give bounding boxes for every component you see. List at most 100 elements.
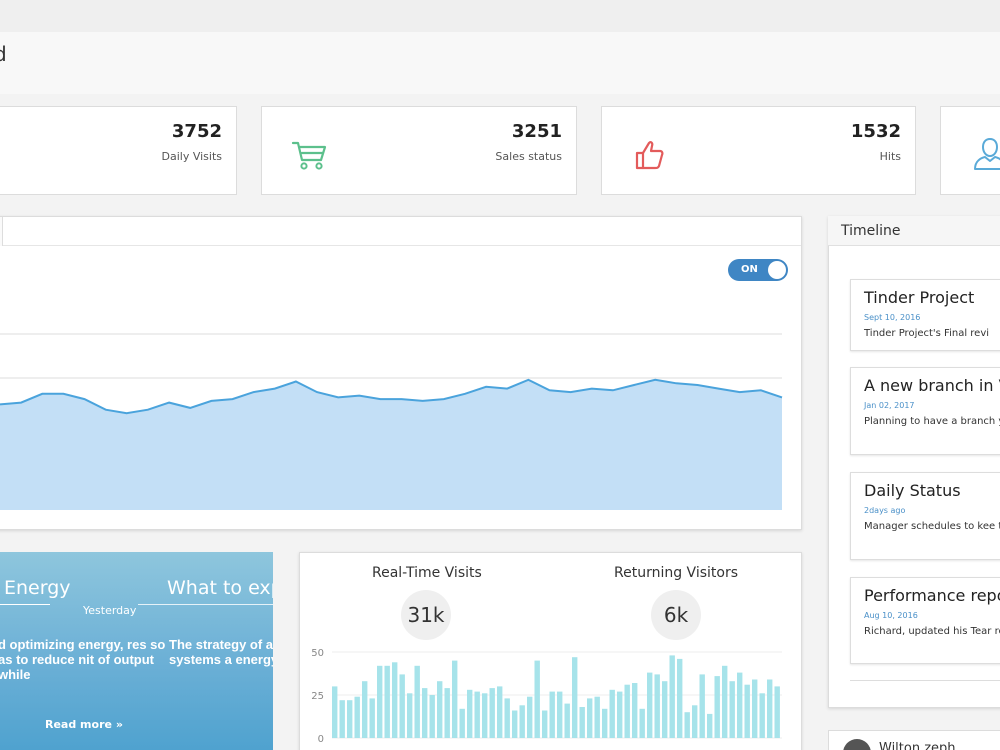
bar (639, 708, 645, 738)
slide-body: The strategy of a using systems a energy… (169, 637, 273, 667)
bar (669, 655, 675, 738)
timeline-card[interactable]: A new branch in V Jan 02, 2017 Planning … (850, 367, 1000, 455)
stat-card-hits[interactable]: 1532 Hits (601, 106, 916, 195)
bar (504, 698, 510, 738)
bar (752, 679, 758, 738)
timeline-card-title: Tinder Project (864, 288, 975, 307)
bar (557, 691, 563, 738)
bar (767, 679, 773, 738)
bar (489, 688, 495, 738)
timeline-card[interactable]: Daily Status 2days ago Manager schedules… (850, 472, 1000, 560)
bar (422, 688, 428, 738)
stat-card-sales[interactable]: 3251 Sales status (261, 106, 577, 195)
bar (714, 676, 720, 738)
timeline-card[interactable]: Performance repo Aug 10, 2016 Richard, u… (850, 577, 1000, 664)
bar (654, 674, 660, 738)
bar (459, 708, 465, 738)
bar (564, 703, 570, 738)
slide-divider (0, 604, 50, 605)
bar (729, 681, 735, 738)
page-title: d (0, 42, 7, 66)
top-strip (0, 0, 1000, 32)
bar (624, 684, 630, 738)
bar (354, 696, 360, 738)
visits-bar-chart: 0 25 50 (311, 648, 782, 745)
user-icon (974, 138, 1000, 170)
timeline-card-text: Tinder Project's Final revi (864, 328, 990, 339)
bar (437, 681, 443, 738)
slide-title: What to exp (167, 577, 273, 599)
timeline-card-date: Sept 10, 2016 (864, 313, 921, 322)
bar (692, 705, 698, 738)
bar (677, 658, 683, 738)
bar (632, 683, 638, 738)
y-tick-label: 25 (311, 691, 324, 702)
timeline-card-text: Planning to have a branch year. (864, 416, 1000, 427)
bar (609, 689, 615, 738)
avatar (843, 739, 871, 750)
chart-toggle[interactable]: ON (728, 259, 788, 281)
energy-carousel[interactable]: Energy Yesterday What to exp d optimizin… (0, 552, 273, 750)
bar (587, 698, 593, 738)
bar (362, 681, 368, 738)
bar (392, 662, 398, 738)
bar (474, 691, 480, 738)
bar (467, 689, 473, 738)
bar (332, 686, 338, 738)
timeline-card-text: Manager schedules to kee track. (864, 521, 1000, 532)
read-more-link[interactable]: Read more » (45, 718, 123, 731)
bar (347, 700, 353, 738)
stat-card-daily-visits[interactable]: 3752 Daily Visits (0, 106, 237, 195)
bar (572, 657, 578, 738)
bar (602, 708, 608, 738)
timeline-card-date: Aug 10, 2016 (864, 611, 918, 620)
bar (737, 672, 743, 738)
bar (662, 681, 668, 738)
bar (399, 674, 405, 738)
area-line (0, 378, 783, 415)
timeline-divider (850, 680, 1000, 681)
bar (579, 707, 585, 738)
bar (452, 660, 458, 738)
user-name: Wilton zeph (879, 741, 956, 750)
title-bar: d (0, 32, 1000, 94)
bar (647, 672, 653, 738)
bar (429, 695, 435, 738)
read-more-label: Read more (45, 718, 112, 731)
bar (542, 710, 548, 738)
bar (384, 665, 390, 738)
bar (774, 686, 780, 738)
returning-visitors-title: Returning Visitors (614, 565, 739, 581)
bar (519, 705, 525, 738)
cart-icon (291, 141, 327, 170)
toggle-label: ON (741, 264, 758, 275)
bar (699, 674, 705, 738)
double-chevron-right-icon: » (115, 718, 123, 731)
timeline-card-title: A new branch in V (864, 376, 1000, 395)
timeline-card[interactable]: Tinder Project Sept 10, 2016 Tinder Proj… (850, 279, 1000, 351)
slide-divider (138, 604, 273, 605)
slide-body: d optimizing energy, res so as to reduce… (0, 637, 166, 682)
timeline-card-title: Performance repo (864, 586, 1000, 605)
timeline-card-text: Richard, updated his Tear report. (864, 626, 1000, 637)
panel-tab[interactable] (0, 217, 3, 246)
stat-card-users[interactable] (940, 106, 1000, 195)
area-chart (0, 333, 783, 510)
bar (407, 693, 413, 738)
y-tick-label: 50 (311, 648, 324, 659)
bar (617, 691, 623, 738)
stat-value: 3752 (171, 121, 222, 142)
timeline-card-date: Jan 02, 2017 (864, 401, 915, 410)
bar (594, 696, 600, 738)
y-tick-label: 0 (318, 734, 324, 745)
bar (707, 713, 713, 738)
bar (377, 665, 383, 738)
bar (759, 693, 765, 738)
bar (339, 700, 345, 738)
bar (534, 660, 540, 738)
realtime-visits-value: 31k (401, 590, 451, 640)
returning-visitors-value: 6k (651, 590, 701, 640)
user-row[interactable]: Wilton zeph (828, 730, 1000, 750)
slide-title: Energy (4, 577, 71, 599)
bar (527, 696, 533, 738)
